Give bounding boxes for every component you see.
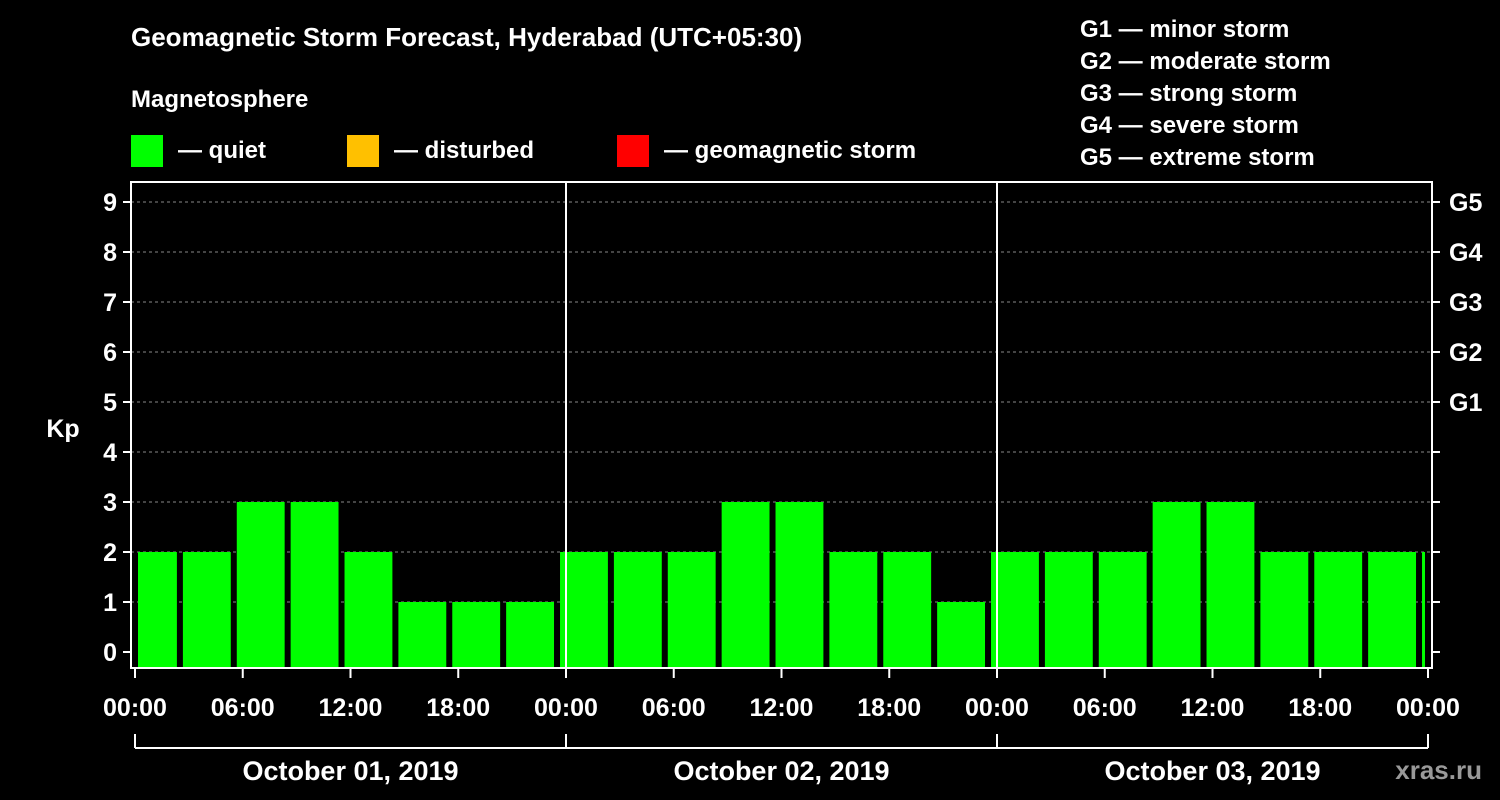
kp-bar [138, 552, 177, 668]
x-tick-label: 06:00 [1073, 694, 1137, 722]
x-tick-label: 12:00 [319, 694, 383, 722]
kp-bar [775, 502, 824, 668]
g-scale-item: G4 — severe storm [1080, 112, 1299, 139]
kp-bar [236, 502, 285, 668]
kp-bar [721, 502, 770, 668]
g-scale-legend: G1 — minor storm G2 — moderate storm G3 … [1080, 14, 1331, 174]
legend-label-disturbed: — disturbed [394, 137, 535, 164]
x-tick-label: 18:00 [426, 694, 490, 722]
legend-item-disturbed: — disturbed [347, 134, 534, 168]
kp-bar [829, 552, 878, 668]
y-tick-label: 1 [103, 589, 117, 617]
g-scale-item: G1 — minor storm [1080, 16, 1290, 43]
chart-title: Geomagnetic Storm Forecast, Hyderabad (U… [131, 22, 803, 52]
x-tick-label: 00:00 [103, 694, 167, 722]
x-tick-label: 00:00 [965, 694, 1029, 722]
kp-bar [1044, 552, 1093, 668]
legend-label-quiet: — quiet [178, 137, 266, 164]
x-tick-label: 12:00 [1181, 694, 1245, 722]
legend-label-storm: — geomagnetic storm [664, 137, 917, 164]
day-label: October 02, 2019 [673, 756, 889, 786]
legend-item-quiet: — quiet [131, 134, 266, 168]
kp-bar [1260, 552, 1309, 668]
y-tick-label: 4 [103, 439, 117, 467]
x-tick-label: 06:00 [211, 694, 275, 722]
y-tick-label: 3 [103, 489, 117, 517]
day-label: October 03, 2019 [1104, 756, 1320, 786]
y-tick-label: 2 [103, 539, 117, 567]
watermark: xras.ru [1395, 755, 1482, 785]
x-tick-label: 00:00 [1396, 694, 1460, 722]
kp-bar [398, 602, 447, 668]
x-tick-label: 06:00 [642, 694, 706, 722]
kp-bar [1098, 552, 1147, 668]
y-tick-label: 0 [103, 639, 117, 667]
kp-bar [1368, 552, 1417, 668]
kp-bar [182, 552, 231, 668]
kp-bar [560, 552, 608, 668]
legend-swatch-quiet [131, 135, 163, 167]
kp-bar [613, 552, 662, 668]
y-axis-label: Kp [46, 415, 79, 443]
legend-swatch-disturbed [347, 135, 379, 167]
g-level-label: G5 [1449, 189, 1482, 217]
day-label: October 01, 2019 [242, 756, 458, 786]
kp-bar [344, 552, 393, 668]
g-scale-item: G3 — strong storm [1080, 80, 1298, 107]
y-tick-label: 7 [103, 289, 117, 317]
kp-bar [290, 502, 339, 668]
g-level-label: G4 [1449, 239, 1482, 267]
legend-swatch-storm [617, 135, 649, 167]
y-tick-label: 9 [103, 189, 117, 217]
kp-bar [883, 552, 932, 668]
x-tick-label: 00:00 [534, 694, 598, 722]
x-tick-label: 18:00 [1288, 694, 1352, 722]
legend-title: Magnetosphere [131, 86, 309, 113]
g-scale-item: G2 — moderate storm [1080, 48, 1331, 75]
kp-bar [1422, 552, 1425, 668]
kp-bar [452, 602, 501, 668]
kp-bar [506, 602, 555, 668]
g-scale-item: G5 — extreme storm [1080, 144, 1315, 171]
x-tick-label: 12:00 [750, 694, 814, 722]
legend-item-storm: — geomagnetic storm [617, 134, 916, 168]
kp-bar [1206, 502, 1255, 668]
g-level-label: G2 [1449, 339, 1482, 367]
x-tick-label: 18:00 [857, 694, 921, 722]
kp-bar [1152, 502, 1201, 668]
kp-bar [667, 552, 716, 668]
kp-bar [937, 602, 986, 668]
kp-bar [991, 552, 1039, 668]
g-level-label: G3 [1449, 289, 1482, 317]
y-tick-label: 6 [103, 339, 117, 367]
g-level-label: G1 [1449, 389, 1482, 417]
y-tick-label: 8 [103, 239, 117, 267]
y-tick-label: 5 [103, 389, 117, 417]
kp-bar [1314, 552, 1363, 668]
